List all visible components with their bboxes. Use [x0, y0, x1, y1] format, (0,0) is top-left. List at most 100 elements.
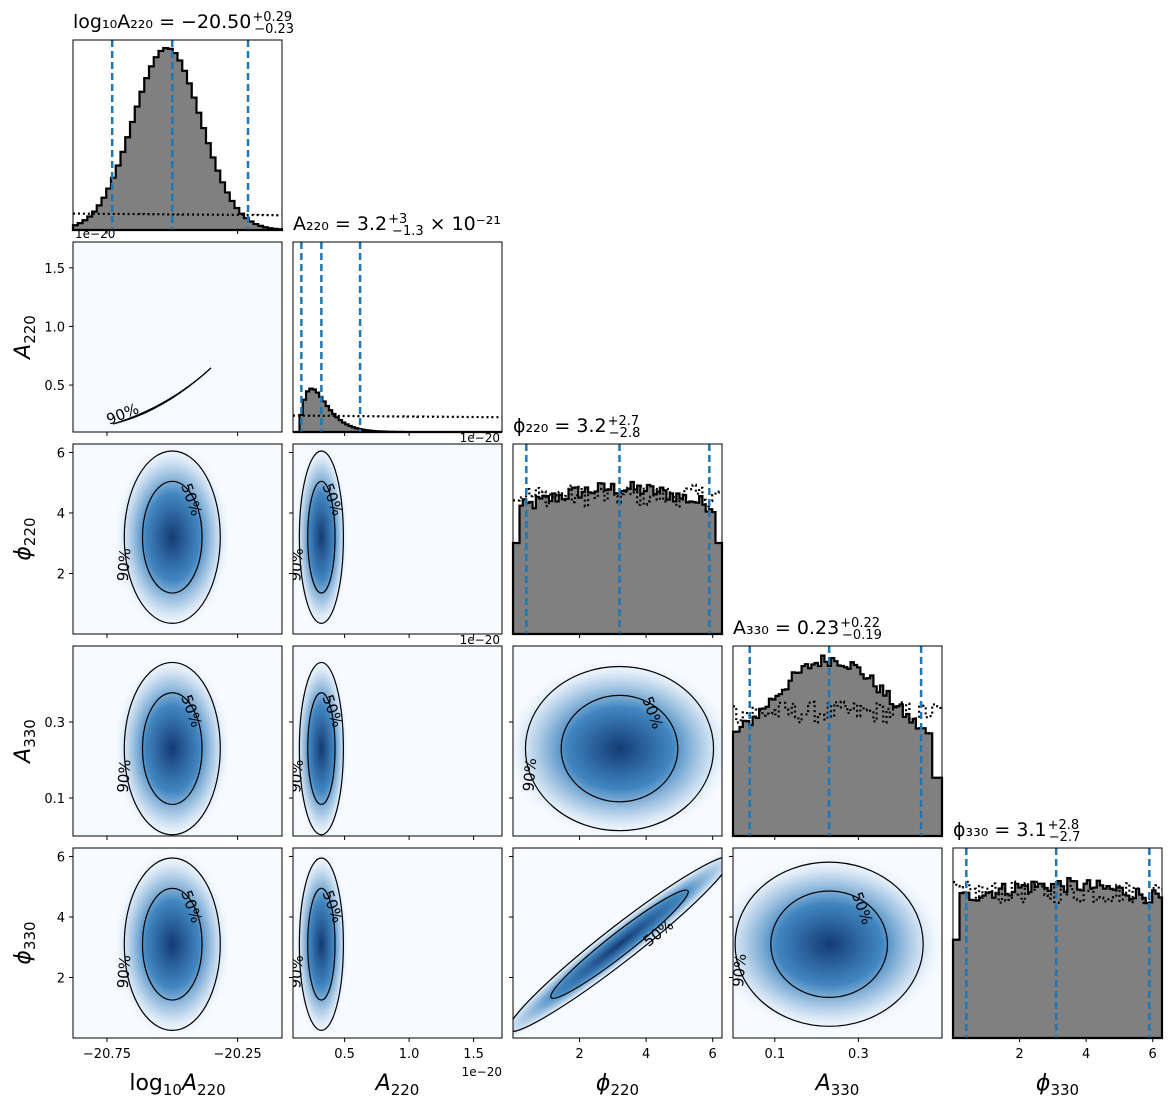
density-blob [293, 652, 349, 836]
y-tick-label: 4 [57, 507, 65, 522]
posterior-histogram [71, 47, 284, 232]
x-tick-label: 4 [1082, 1047, 1090, 1062]
x-axis-title-log10A220: log10A220 [129, 1071, 225, 1099]
density-background [73, 242, 282, 432]
panel-frame [72, 847, 283, 1039]
density-blob [733, 853, 942, 1036]
contour-label: 90% [286, 547, 307, 582]
posterior-histogram [951, 877, 1164, 1040]
contour-50 [307, 887, 336, 1001]
hist-panel-log10A220: log₁₀A₂₂₀ = −20.50+0.29 −0.23 [71, 10, 294, 234]
panel-title: ϕ₃₃₀ = 3.1+2.8 −2.7 [953, 818, 1080, 845]
hist-panel-phi220: ϕ₂₂₀ = 3.2+2.7 −2.8 [511, 414, 724, 638]
prior-histogram [733, 700, 942, 724]
density-panel-A220-vs-log10A220: 90%0.51.01.51e−20 [44, 227, 283, 436]
panel-frame [952, 847, 1163, 1039]
prior-histogram [513, 483, 722, 508]
y-axis-title-phi330: ϕ330 [11, 921, 39, 964]
panel-frame [732, 645, 943, 837]
density-map: 50%90% [513, 657, 722, 836]
y-tick-label: 6 [57, 446, 65, 461]
x-tick-label: −20.25 [214, 1047, 262, 1062]
panel-frame [72, 645, 283, 837]
posterior-histogram [511, 480, 724, 636]
density-blob [513, 657, 722, 836]
contour-90 [123, 450, 221, 624]
offset-text: 1e−20 [460, 431, 500, 445]
contour-50 [770, 890, 889, 999]
posterior-histogram [731, 654, 944, 838]
contour-label: 90% [286, 954, 307, 989]
y-tick-label: 2 [57, 567, 65, 582]
posterior-histogram [293, 387, 502, 434]
offset-text: 1e−20 [75, 227, 115, 241]
x-tick-label: 0.3 [848, 1047, 869, 1062]
panel-frame [512, 645, 723, 837]
density-map: 50%90% [112, 652, 233, 836]
y-tick-label: 6 [57, 850, 65, 865]
density-panel-phi220-vs-log10A220: 50%90% 2 4 6 [57, 443, 283, 638]
y-tick-label: 0.5 [44, 379, 65, 394]
density-blob [112, 848, 233, 1038]
y-tick-label: 4 [57, 911, 65, 926]
x-tick-label: 4 [642, 1047, 650, 1062]
density-panel-A330-vs-log10A220: 50%90% 0.1 0.3 [44, 645, 283, 840]
x-tick-label: 6 [1149, 1047, 1157, 1062]
prior-histogram [73, 212, 282, 217]
panel-frame [72, 241, 283, 433]
contour-90 [513, 856, 722, 1033]
contour-50 [141, 887, 203, 1001]
density-panel-phi330-vs-phi220: 50%90%246 [509, 847, 723, 1062]
y-tick-label: 0.1 [44, 792, 65, 807]
density-map: 50%90% [112, 444, 233, 633]
panel-title: log₁₀A₂₂₀ = −20.50+0.29 −0.23 [73, 10, 294, 37]
density-map: 50%90% [729, 853, 942, 1036]
density-panel-A330-vs-phi220: 50%90% [509, 645, 723, 840]
y-tick-label: 0.3 [44, 716, 65, 731]
x-tick-label: 2 [1015, 1047, 1023, 1062]
density-map: 50%90% [112, 848, 233, 1038]
contour-label: 90% [286, 759, 307, 794]
y-tick-label: 2 [57, 971, 65, 986]
contour-90 [298, 857, 344, 1031]
density-panel-phi220-vs-A220: 50%90% 1e−20 [286, 431, 503, 638]
panel-title: A₃₃₀ = 0.23+0.22 −0.19 [733, 616, 882, 643]
panel-frame [292, 443, 503, 635]
x-tick-label: 1.5 [463, 1047, 484, 1062]
density-panel-phi330-vs-log10A220: 50%90% −20.75 −20.25 2 4 6 [57, 847, 283, 1062]
contour-90 [112, 367, 212, 425]
x-tick-label: −20.75 [83, 1047, 131, 1062]
panel-frame [732, 847, 943, 1039]
hist-panel-phi330: ϕ₃₃₀ = 3.1+2.8 −2.7 2 4 6 [951, 818, 1164, 1062]
panel-frame [292, 847, 503, 1039]
offset-text: 1e−20 [462, 1065, 502, 1079]
x-axis-title-phi220: ϕ220 [596, 1071, 639, 1099]
contour-90 [123, 857, 221, 1031]
contour-label: 90% [114, 954, 135, 989]
contour-50 [141, 692, 203, 806]
density-map: 50%90% [286, 652, 349, 836]
x-tick-label: 1.0 [399, 1047, 420, 1062]
density-panel-phi330-vs-A220: 50%90% 0.5 1.0 1.5 1e−20 [286, 847, 503, 1079]
contour-50 [307, 480, 336, 594]
density-blob [513, 848, 722, 1038]
density-blob [293, 444, 349, 633]
density-map: 50%90% [286, 848, 349, 1038]
hist-panel-A220: A₂₂₀ = 3.2+3 −1.3 × 10⁻²¹ [292, 212, 503, 436]
x-tick-label: 0.1 [764, 1047, 785, 1062]
y-tick-label: 1.0 [44, 320, 65, 335]
density-panel-phi330-vs-A330: 50%90% 0.1 0.3 [729, 847, 943, 1062]
panel-frame [292, 241, 503, 433]
density-map: 50%90% [286, 444, 349, 633]
contour-label: 90% [729, 953, 750, 988]
contour-90 [123, 661, 221, 836]
contour-50 [560, 694, 679, 803]
x-axis-title-A220: A220 [374, 1071, 420, 1099]
hist-panel-A330: A₃₃₀ = 0.23+0.22 −0.19 [731, 616, 944, 840]
contour-90 [298, 661, 344, 836]
contour-label: 90% [519, 757, 540, 792]
contour-90 [524, 665, 715, 832]
panel-title: A₂₂₀ = 3.2+3 −1.3 × 10⁻²¹ [293, 212, 501, 239]
y-axis-title-phi220: ϕ220 [11, 517, 39, 560]
